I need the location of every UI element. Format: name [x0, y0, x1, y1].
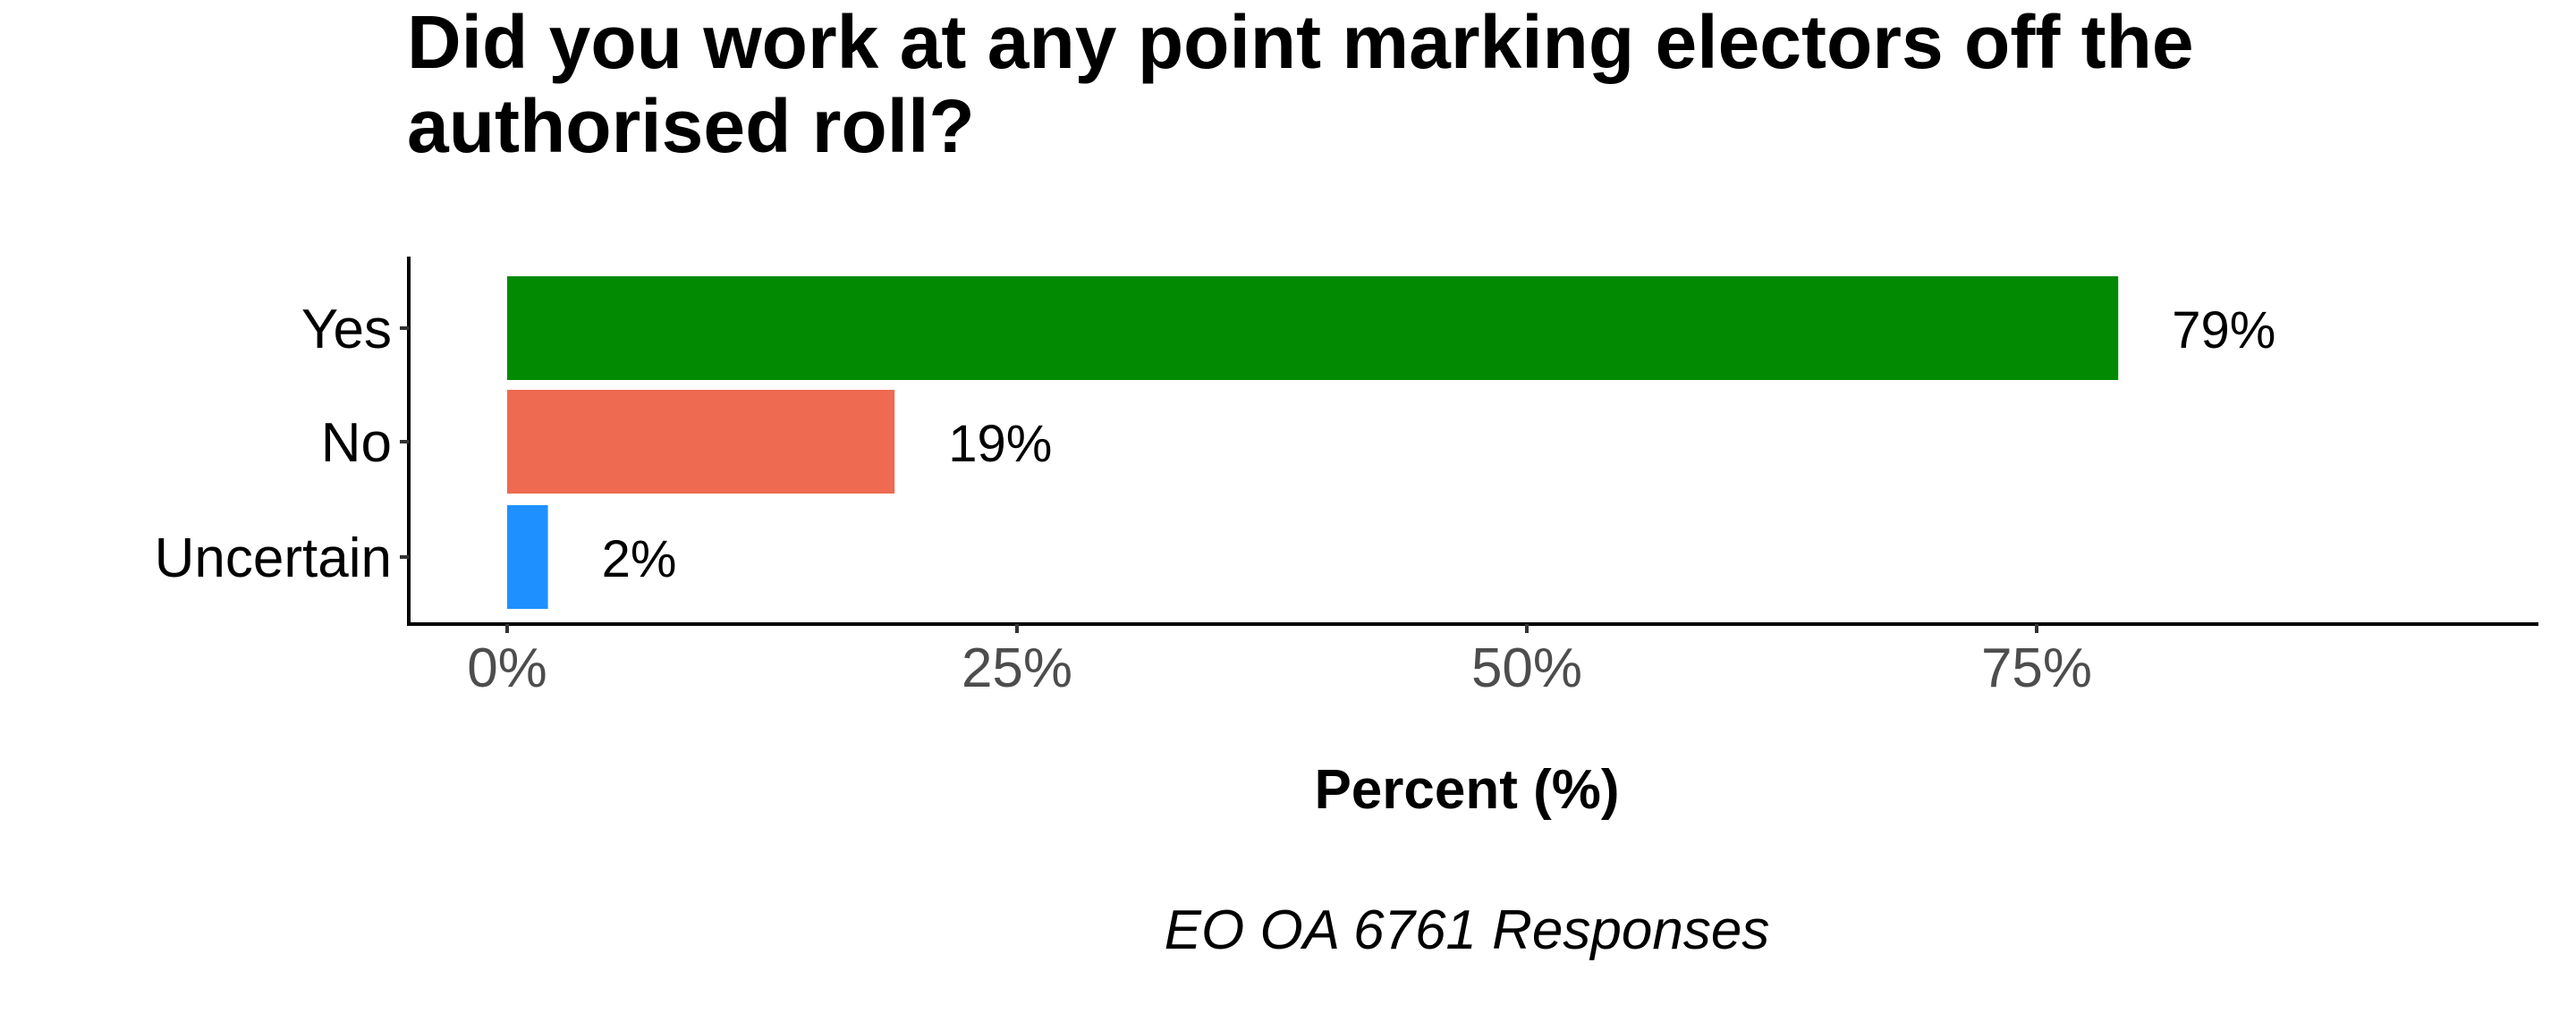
bar-uncertain [507, 505, 548, 609]
x-tick-label: 0% [467, 637, 547, 699]
y-tick-label-no: No [321, 412, 392, 474]
x-ticks-layer: 0% 25% 50% 75% [467, 624, 2092, 699]
x-axis-title: Percent (%) [1314, 759, 1620, 821]
value-label-yes: 79% [2172, 301, 2275, 359]
x-tick-label: 50% [1471, 637, 1582, 699]
value-label-uncertain: 2% [602, 530, 677, 588]
y-tick-label-uncertain: Uncertain [155, 528, 392, 589]
chart-caption: EO OA 6761 Responses [1164, 899, 1770, 961]
y-tick-label-yes: Yes [301, 299, 392, 360]
bar-yes [507, 276, 2119, 380]
x-tick-label: 25% [962, 637, 1072, 699]
value-labels-layer: 79% 19% 2% [602, 301, 2276, 588]
bars-layer [507, 276, 2119, 609]
bar-no [507, 390, 895, 494]
y-ticks-layer: Yes No Uncertain [155, 299, 409, 589]
x-tick-label: 75% [1981, 637, 2092, 699]
value-label-no: 19% [948, 415, 1052, 473]
chart-title: Did you work at any point marking electo… [407, 0, 2194, 168]
